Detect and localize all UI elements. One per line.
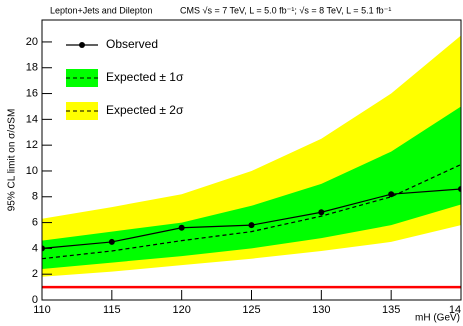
marker — [318, 209, 325, 216]
chart-title: Lepton+Jets and Dilepton — [50, 5, 152, 15]
legend-label: Observed — [106, 37, 158, 51]
x-tick-label: 14 — [449, 304, 461, 316]
legend-label: Expected ± 1σ — [106, 70, 184, 84]
x-tick-label: 125 — [242, 304, 260, 316]
line — [42, 163, 461, 260]
y-tick-label: 2 — [32, 268, 38, 280]
x-axis-label: mH (GeV) — [415, 313, 460, 324]
marker — [178, 224, 185, 231]
marker — [458, 186, 461, 193]
chart-subtitle: CMS √s = 7 TeV, L = 5.0 fb⁻¹; √s = 8 TeV… — [180, 5, 391, 15]
y-tick-label: 8 — [32, 191, 38, 203]
x-tick-label: 130 — [312, 304, 330, 316]
marker — [108, 238, 115, 245]
plot-area — [42, 35, 461, 289]
y-tick-label: 4 — [32, 242, 38, 254]
legend-marker — [79, 42, 85, 48]
x-tick-label: 110 — [33, 304, 51, 316]
legend: Observed Expected ± 1σ Expected ± 2σ — [58, 28, 184, 128]
y-axis-label: 95% CL limit on σ/σSM — [7, 109, 18, 212]
x-tick-label: 115 — [103, 304, 121, 316]
x-tick-label: 135 — [382, 304, 400, 316]
legend-label: Expected ± 2σ — [106, 103, 184, 117]
marker — [248, 222, 255, 229]
y-tick-label: 6 — [32, 216, 38, 228]
y-tick-label: 20 — [26, 36, 38, 48]
band — [42, 106, 461, 270]
y-tick-label: 14 — [26, 113, 38, 125]
y-tick-label: 18 — [26, 62, 38, 74]
y-tick-label: 10 — [26, 165, 38, 177]
y-tick-label: 12 — [26, 139, 38, 151]
y-tick-label: 0 — [32, 294, 38, 306]
x-tick-label: 120 — [172, 304, 190, 316]
y-tick-label: 16 — [26, 87, 38, 99]
